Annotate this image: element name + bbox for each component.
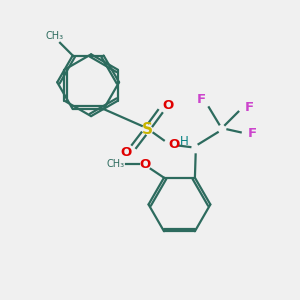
- Text: CH₃: CH₃: [45, 31, 64, 41]
- Text: O: O: [120, 146, 131, 159]
- Text: F: F: [245, 101, 254, 114]
- Text: O: O: [163, 99, 174, 112]
- Text: S: S: [142, 122, 153, 137]
- Text: O: O: [139, 158, 151, 171]
- Text: F: F: [196, 93, 206, 106]
- Text: CH₃: CH₃: [106, 159, 124, 170]
- Text: H: H: [180, 135, 189, 148]
- Text: O: O: [169, 138, 180, 151]
- Text: F: F: [248, 127, 257, 140]
